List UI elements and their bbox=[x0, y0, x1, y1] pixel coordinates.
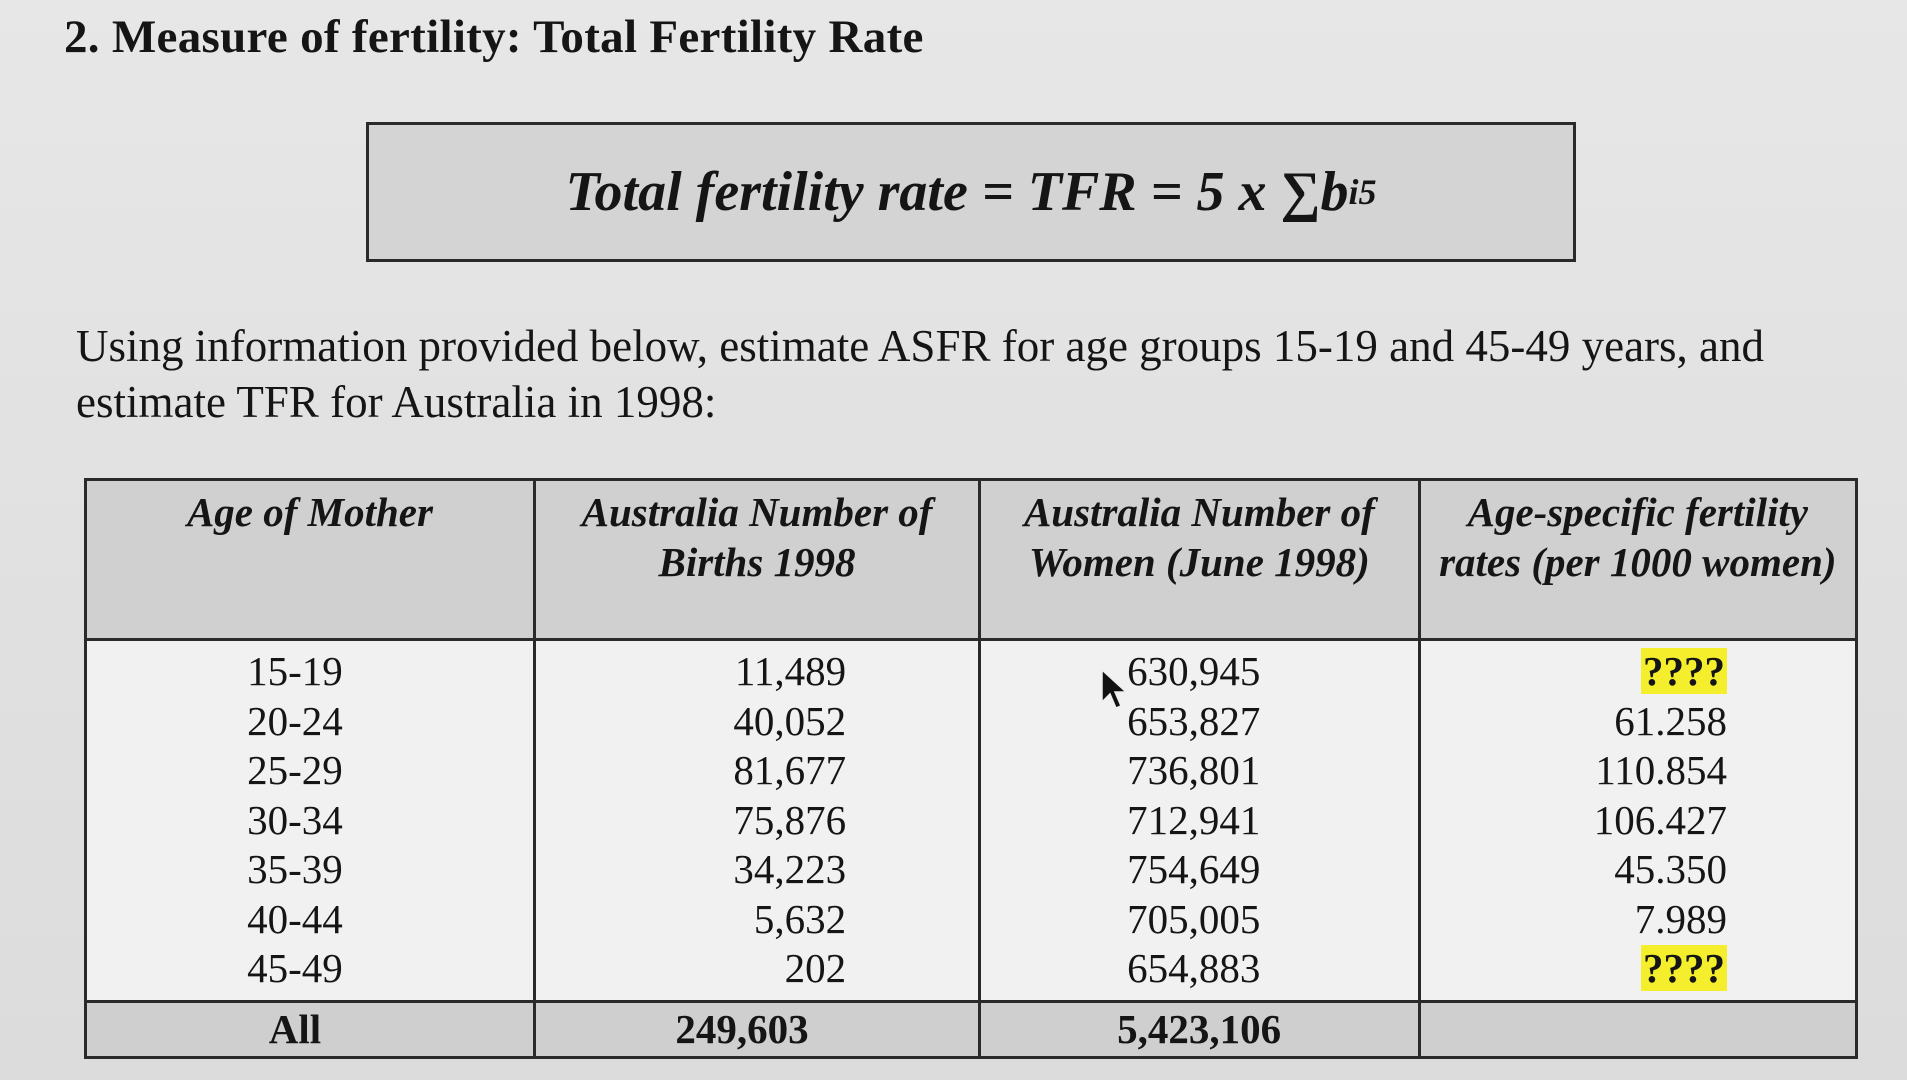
age-group: 40-44 bbox=[247, 895, 343, 942]
births-value: 11,489 bbox=[734, 648, 847, 694]
women-column: 630,945 653,827 736,801 712,941 754,649 … bbox=[978, 638, 1421, 1003]
women-value: 705,005 bbox=[1127, 895, 1261, 942]
rate-value: 7.989 bbox=[1634, 895, 1727, 942]
rate-value: 45.350 bbox=[1614, 846, 1727, 892]
formula-box: Total fertility rate = TFR = 5 x ∑b i5 bbox=[366, 122, 1576, 262]
header-number-of-women: Australia Number of Women (June 1998) bbox=[978, 478, 1421, 641]
rate-value: 110.854 bbox=[1595, 747, 1727, 793]
births-value: 5,632 bbox=[753, 895, 847, 942]
rate-value-unknown: ???? bbox=[1421, 944, 1727, 994]
highlighted-unknown: ???? bbox=[1641, 648, 1727, 694]
age-group: 15-19 bbox=[247, 648, 343, 694]
births-value: 202 bbox=[784, 945, 847, 991]
total-label: All bbox=[84, 999, 536, 1059]
age-group: 45-49 bbox=[247, 945, 343, 991]
total-women: 5,423,106 bbox=[978, 999, 1421, 1059]
rate-value: 61.258 bbox=[1614, 697, 1727, 744]
total-row: All 249,603 5,423,106 bbox=[84, 999, 1859, 1059]
women-value: 712,941 bbox=[1127, 796, 1261, 843]
women-value: 654,883 bbox=[1127, 945, 1261, 991]
table-body-row: 15-19 20-24 25-29 30-34 35-39 40-44 45-4… bbox=[84, 638, 1859, 1003]
births-value: 75,876 bbox=[733, 796, 847, 843]
age-group: 35-39 bbox=[247, 846, 343, 892]
rate-value-unknown: ???? bbox=[1421, 647, 1727, 697]
header-number-of-births: Australia Number of Births 1998 bbox=[532, 478, 982, 641]
women-value: 754,649 bbox=[1127, 846, 1261, 892]
header-age-of-mother: Age of Mother bbox=[84, 478, 536, 641]
women-value: 736,801 bbox=[1127, 747, 1261, 793]
rates-column: ???? 61.258 110.854 106.427 45.350 7.989… bbox=[1417, 638, 1859, 1003]
table-header-row: Age of Mother Australia Number of Births… bbox=[84, 478, 1859, 641]
formula-subscript: i5 bbox=[1348, 172, 1377, 212]
total-births: 249,603 bbox=[532, 999, 982, 1059]
age-group: 20-24 bbox=[247, 697, 343, 744]
age-group: 30-34 bbox=[247, 796, 343, 843]
women-value: 630,945 bbox=[1127, 648, 1261, 694]
age-column: 15-19 20-24 25-29 30-34 35-39 40-44 45-4… bbox=[84, 638, 536, 1003]
total-rate bbox=[1417, 999, 1859, 1059]
births-column: 11,489 40,052 81,677 75,876 34,223 5,632… bbox=[532, 638, 982, 1003]
instructions-text: Using information provided below, estima… bbox=[76, 321, 1765, 427]
women-value: 653,827 bbox=[1127, 697, 1261, 744]
formula-text: Total fertility rate = TFR = 5 x ∑b bbox=[565, 161, 1349, 223]
rate-value: 106.427 bbox=[1593, 796, 1727, 843]
births-value: 81,677 bbox=[733, 747, 847, 793]
age-group: 25-29 bbox=[247, 747, 343, 793]
highlighted-unknown: ???? bbox=[1641, 945, 1727, 991]
header-age-specific-rates: Age-specific fertility rates (per 1000 w… bbox=[1417, 478, 1859, 641]
fertility-table: Age of Mother Australia Number of Births… bbox=[84, 478, 1859, 1059]
births-value: 34,223 bbox=[733, 846, 847, 892]
mouse-pointer-icon bbox=[1101, 668, 1128, 709]
page-title: 2. Measure of fertility: Total Fertility… bbox=[64, 11, 924, 63]
births-value: 40,052 bbox=[733, 697, 847, 744]
